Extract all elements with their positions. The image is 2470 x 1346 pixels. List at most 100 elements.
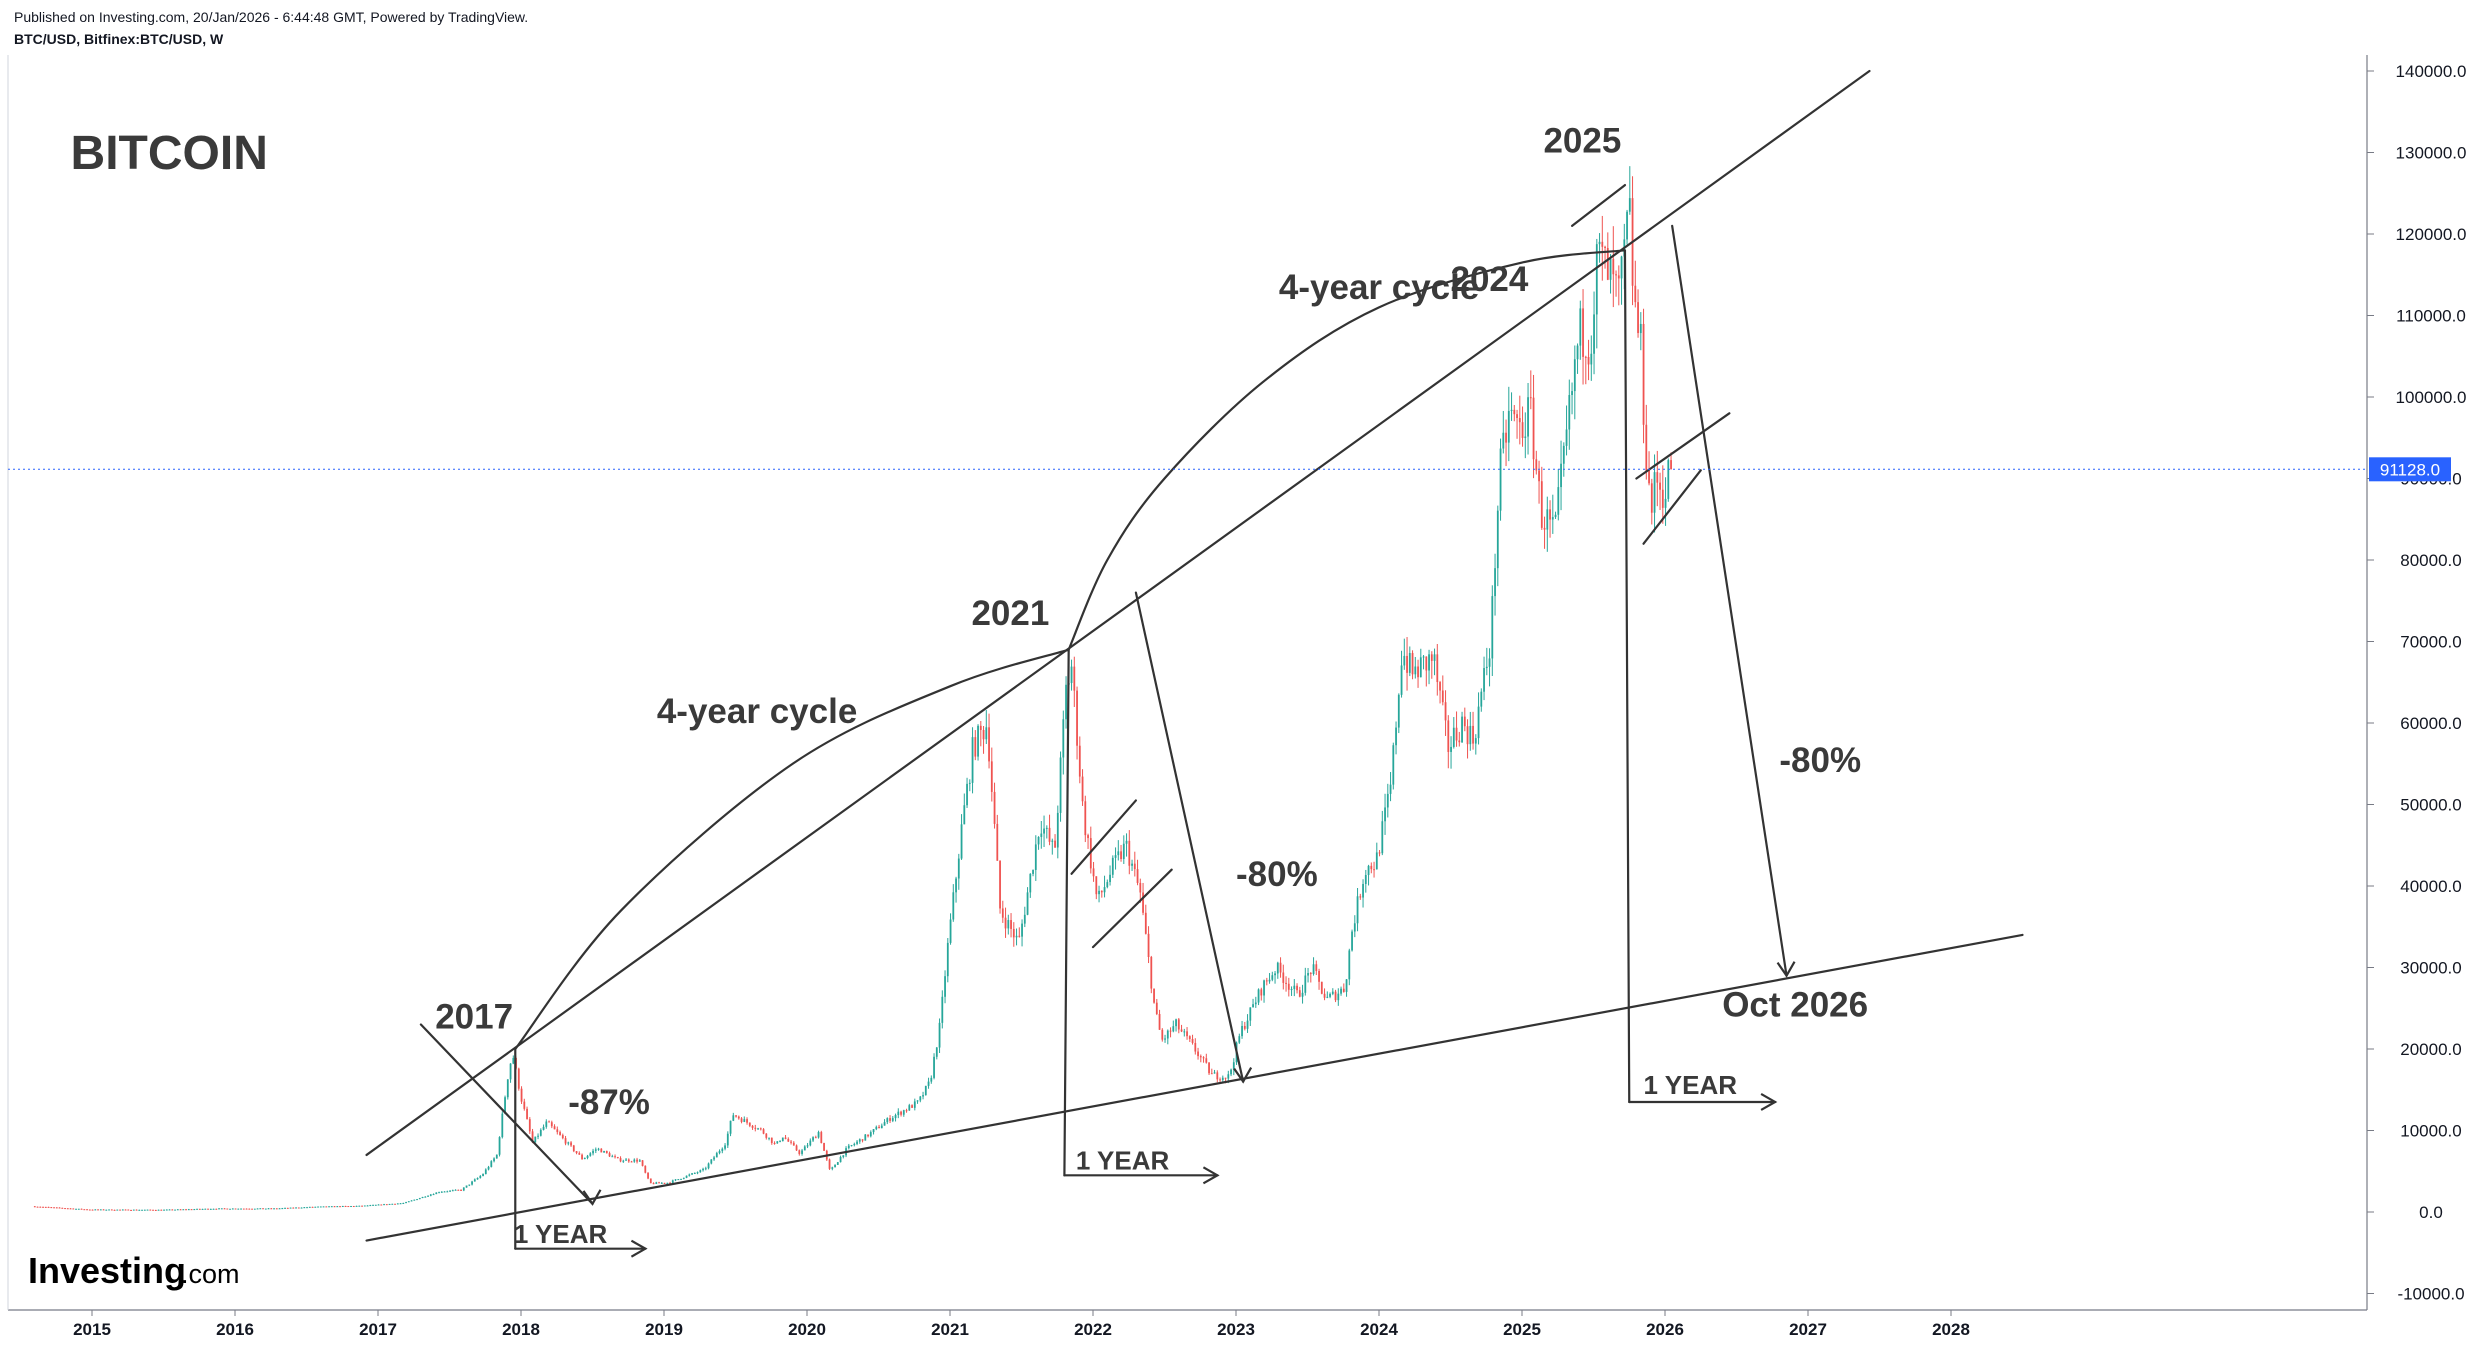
- candle: [394, 1203, 396, 1205]
- candle: [1499, 438, 1502, 521]
- candle: [1326, 991, 1329, 999]
- candle: [592, 1148, 594, 1156]
- candle: [1098, 885, 1100, 903]
- candle: [377, 1204, 380, 1206]
- candle: [1043, 815, 1045, 847]
- candle: [64, 1208, 66, 1210]
- candle: [1389, 772, 1392, 802]
- candle: [1155, 998, 1158, 1016]
- x-tick-label: 2025: [1503, 1320, 1541, 1339]
- candle: [922, 1091, 924, 1100]
- candle: [1582, 289, 1584, 385]
- candle: [867, 1134, 869, 1138]
- candle: [1340, 986, 1342, 996]
- candle: [814, 1135, 817, 1139]
- candle: [61, 1207, 64, 1209]
- candle: [465, 1185, 468, 1188]
- candle: [1208, 1062, 1210, 1076]
- candle: [1301, 984, 1304, 1004]
- candle: [594, 1147, 597, 1154]
- candle: [1455, 711, 1458, 747]
- candle: [941, 990, 944, 1029]
- candle: [72, 1208, 75, 1210]
- candle: [1012, 922, 1015, 947]
- candle: [1001, 900, 1004, 923]
- candle: [121, 1209, 124, 1211]
- candle: [952, 884, 955, 922]
- trend-line: [1063, 648, 1070, 1177]
- candle: [946, 938, 949, 983]
- candles-layer: [33, 166, 1672, 1211]
- candle: [1202, 1056, 1205, 1063]
- candle: [1540, 466, 1543, 530]
- candle: [1183, 1028, 1186, 1037]
- trend-line: [1091, 868, 1173, 949]
- candle: [927, 1077, 930, 1089]
- candle: [336, 1206, 339, 1208]
- arrow-head: [1233, 1067, 1253, 1084]
- candle: [773, 1141, 776, 1145]
- candle: [801, 1148, 803, 1156]
- candle: [1205, 1053, 1208, 1064]
- candle: [1639, 312, 1642, 351]
- candle: [1507, 386, 1510, 462]
- candle: [311, 1206, 314, 1208]
- candle: [482, 1173, 484, 1177]
- candle: [1186, 1027, 1188, 1040]
- candle: [1219, 1077, 1221, 1083]
- candle: [790, 1139, 792, 1145]
- candle: [127, 1209, 130, 1211]
- candle: [124, 1209, 127, 1211]
- y-tick-label: 30000.0: [2400, 959, 2461, 978]
- candle: [1318, 968, 1320, 990]
- candle: [875, 1125, 878, 1131]
- candle: [1329, 992, 1331, 999]
- arrow-head: [1202, 1166, 1220, 1185]
- candle: [1188, 1035, 1191, 1043]
- candle: [674, 1179, 677, 1182]
- candle: [1513, 405, 1516, 422]
- candle: [691, 1172, 693, 1175]
- candle: [768, 1137, 770, 1141]
- candle: [1153, 988, 1155, 1004]
- candle: [1477, 692, 1480, 745]
- candle: [625, 1158, 627, 1161]
- candle: [1194, 1038, 1197, 1055]
- candle: [990, 747, 993, 802]
- watermark-brand: Investing: [28, 1250, 186, 1291]
- candle: [366, 1205, 369, 1207]
- candle: [102, 1209, 105, 1211]
- candle: [820, 1130, 823, 1144]
- candle: [330, 1206, 333, 1208]
- candle: [949, 913, 952, 945]
- candle: [220, 1208, 223, 1210]
- candle: [328, 1206, 330, 1208]
- candle: [165, 1209, 168, 1211]
- candle: [1367, 864, 1370, 886]
- candle: [751, 1124, 754, 1130]
- candle: [421, 1196, 424, 1199]
- candle: [273, 1208, 275, 1210]
- candle: [251, 1208, 253, 1210]
- annotation-label: -80%: [1779, 741, 1861, 780]
- arrow-head: [1760, 1093, 1778, 1111]
- last-price-label: 91128.0: [2380, 460, 2440, 479]
- candle: [1312, 957, 1315, 976]
- candle: [1021, 919, 1023, 947]
- trend-line: [1623, 249, 1631, 1104]
- candle: [1128, 830, 1131, 875]
- candle: [1557, 469, 1560, 521]
- candle: [1472, 711, 1474, 750]
- candle: [198, 1208, 201, 1210]
- candle: [1054, 834, 1056, 848]
- candle: [506, 1079, 509, 1100]
- candle: [176, 1209, 179, 1211]
- candle: [792, 1141, 795, 1146]
- candle: [682, 1177, 685, 1180]
- candle: [154, 1209, 157, 1211]
- candle: [1034, 835, 1037, 881]
- candle: [823, 1142, 825, 1151]
- candle: [1601, 215, 1604, 281]
- candle: [1087, 833, 1089, 849]
